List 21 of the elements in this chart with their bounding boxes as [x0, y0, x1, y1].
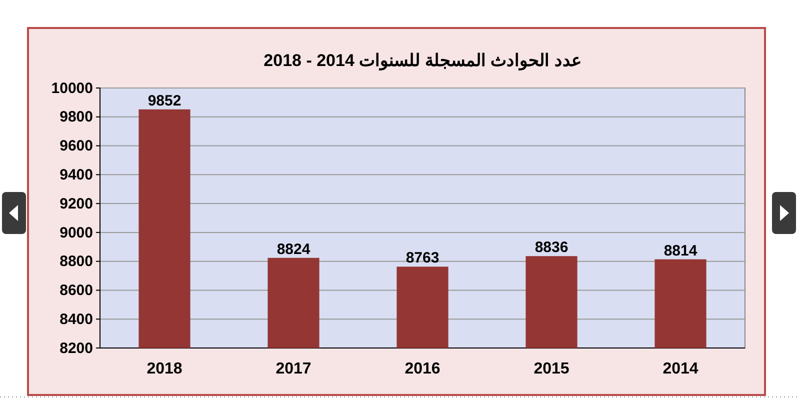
y-tick-label: 9800: [60, 108, 93, 126]
x-tick-label: 2018: [146, 360, 182, 378]
y-tick-label: 10000: [51, 80, 93, 97]
data-label: 8763: [406, 250, 440, 267]
data-label: 8836: [534, 239, 568, 256]
y-tick-label: 9400: [60, 166, 93, 184]
y-tick-label: 8600: [60, 282, 93, 300]
data-label: 8814: [664, 242, 698, 260]
y-tick-label: 9000: [60, 224, 93, 242]
chart-title: عدد الحوادث المسجلة للسنوات 2014 - 2018: [264, 51, 582, 71]
y-tick-label: 8400: [60, 310, 93, 328]
y-tick-label: 9600: [60, 138, 93, 155]
x-tick-label: 2015: [534, 360, 570, 378]
y-tick-label: 9200: [60, 195, 93, 212]
x-tick-label: 2014: [662, 360, 698, 378]
data-label: 9852: [148, 92, 182, 110]
data-label: 8824: [276, 240, 311, 258]
x-tick-label: 2017: [276, 360, 312, 378]
x-tick-label: 2016: [404, 360, 440, 378]
y-tick-label: 8200: [60, 340, 93, 357]
y-tick-label: 8800: [60, 253, 93, 270]
